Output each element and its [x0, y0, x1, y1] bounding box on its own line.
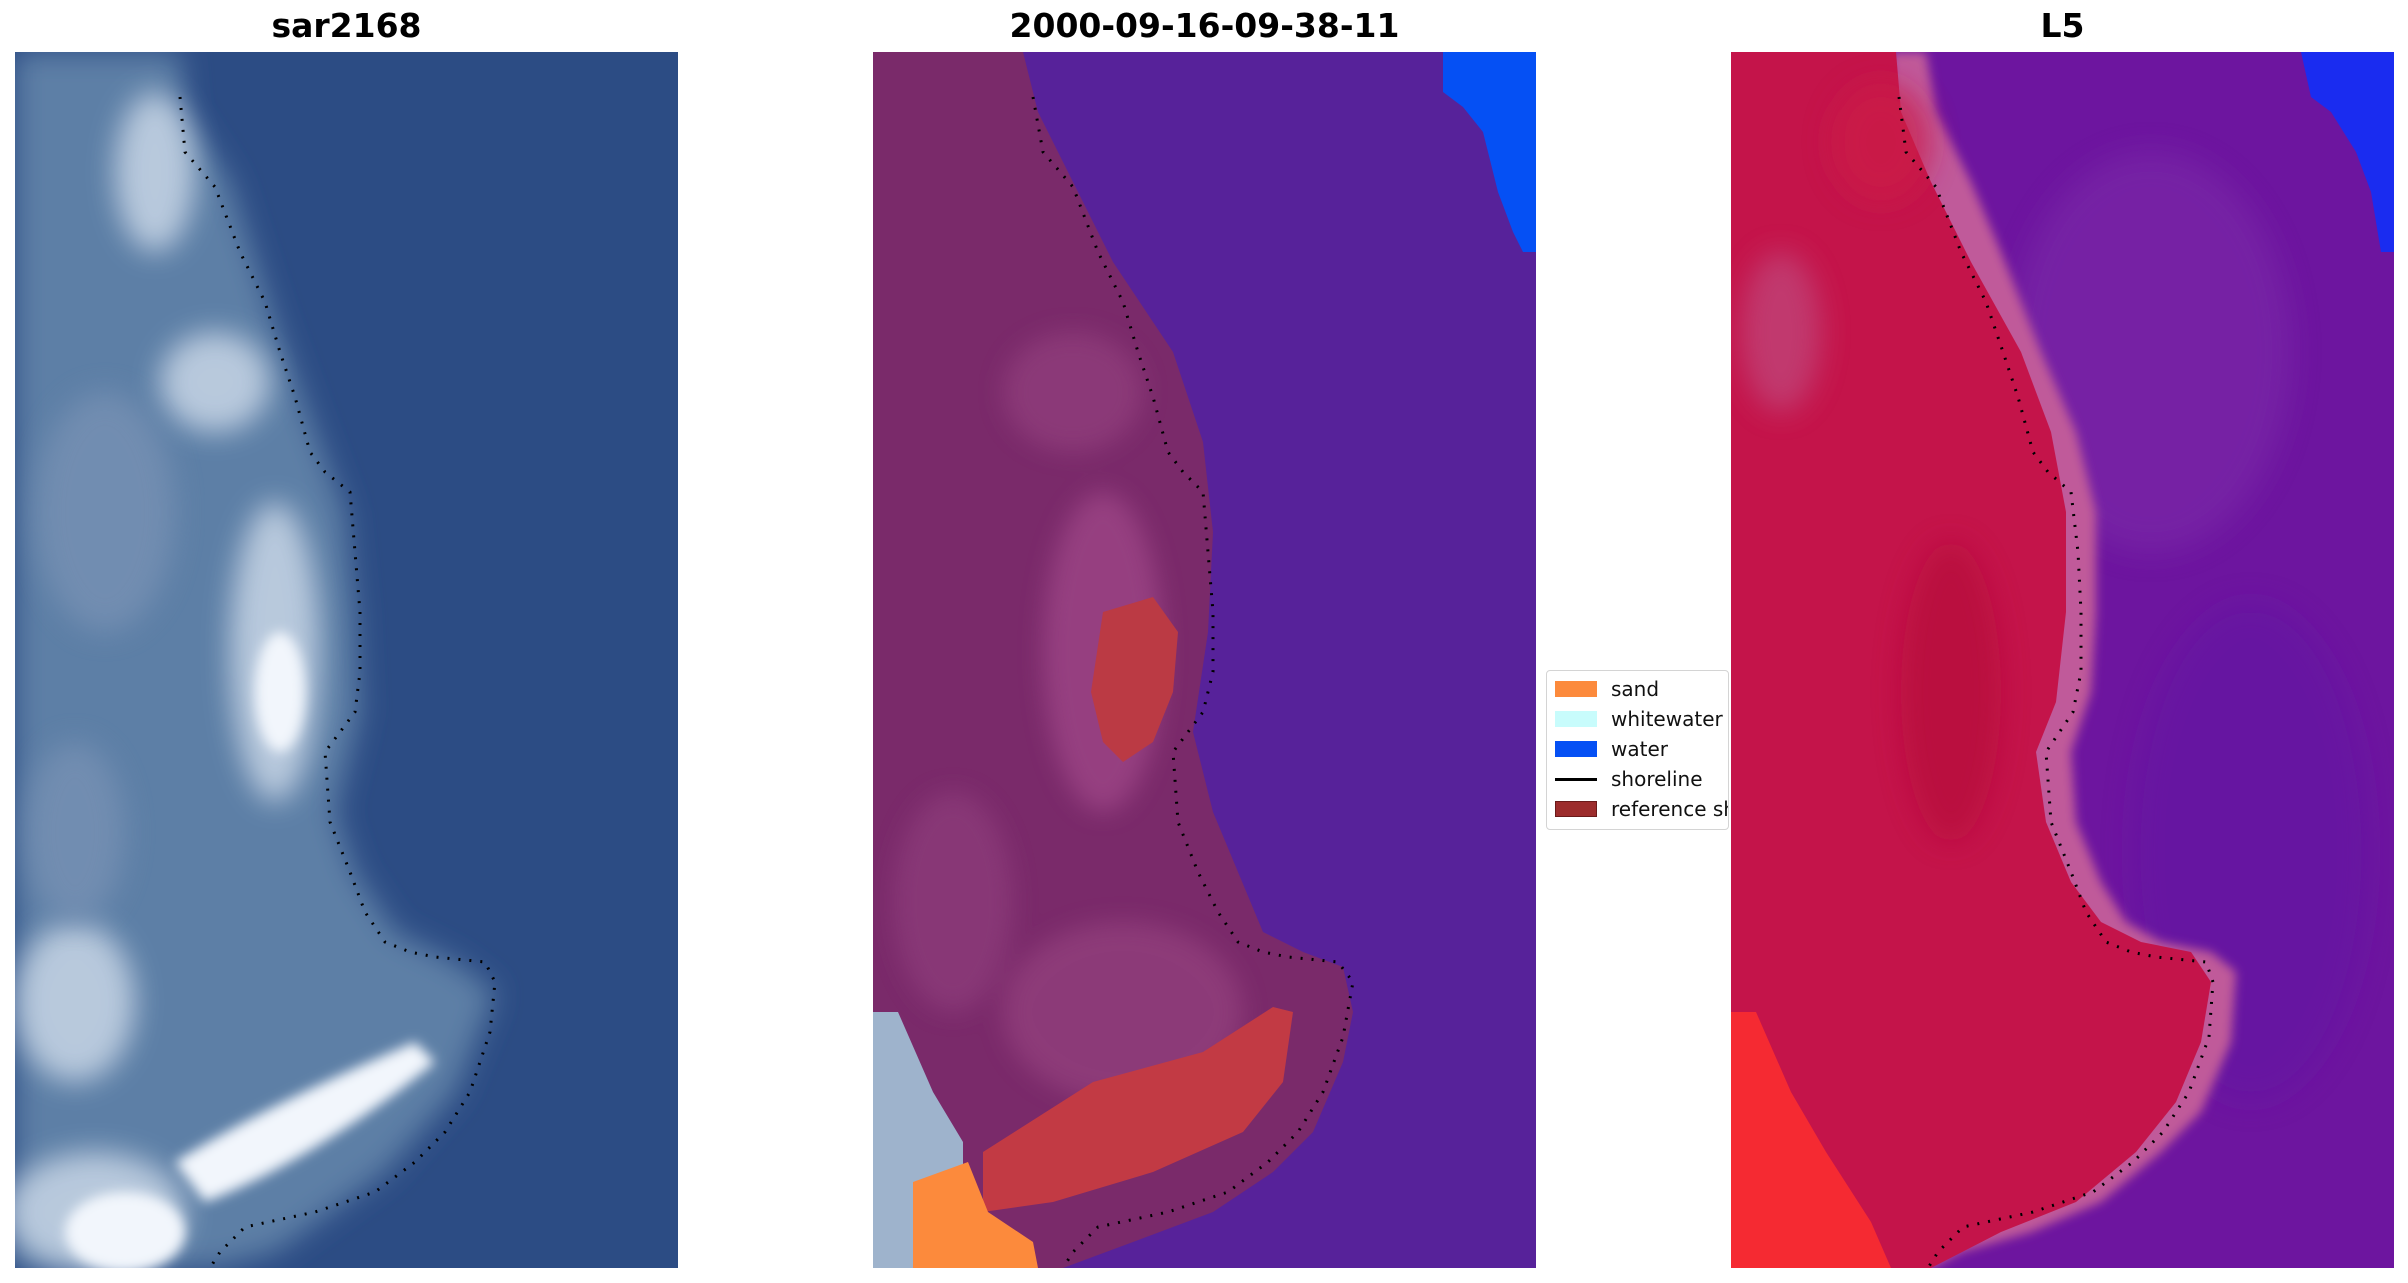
reference-shoreline-patch [983, 1007, 1293, 1212]
rgb-image [15, 52, 678, 1268]
classified-image [873, 52, 1536, 1268]
shoreline-dots [178, 96, 497, 1268]
sand-swatch [1555, 681, 1597, 697]
water-class-region [1443, 52, 1536, 252]
panel-title-index: L5 [2040, 6, 2085, 45]
legend-item-whitewater: whitewater [1555, 704, 1723, 734]
shoreline-line-swatch [1555, 777, 1597, 781]
classified-image-panel [873, 52, 1536, 1268]
legend: sand whitewater water shoreline referenc… [1546, 670, 1729, 830]
whitewater-swatch [1555, 711, 1597, 727]
index-image [1731, 52, 2394, 1268]
legend-item-reference-shoreline: reference shoreline [1555, 794, 1728, 824]
shoreline-dots [1031, 96, 1355, 1268]
legend-label: whitewater [1611, 707, 1723, 731]
legend-label: reference shoreline [1611, 797, 1728, 821]
panel-title-classified: 2000-09-16-09-38-11 [1009, 6, 1400, 45]
legend-item-shoreline: shoreline [1555, 764, 1703, 794]
panel-title-rgb: sar2168 [271, 6, 422, 45]
rgb-image-panel [15, 52, 678, 1268]
water-index-region [2301, 52, 2394, 252]
legend-item-sand: sand [1555, 674, 1659, 704]
water-swatch [1555, 741, 1597, 757]
legend-label: shoreline [1611, 767, 1703, 791]
sand-class-region [913, 1162, 1038, 1268]
legend-label: water [1611, 737, 1668, 761]
legend-item-water: water [1555, 734, 1668, 764]
reference-shoreline-swatch [1555, 801, 1597, 817]
reference-shoreline-patch [1091, 597, 1178, 762]
shoreline-dots [1897, 96, 2215, 1268]
index-image-panel [1731, 52, 2394, 1268]
legend-label: sand [1611, 677, 1660, 701]
